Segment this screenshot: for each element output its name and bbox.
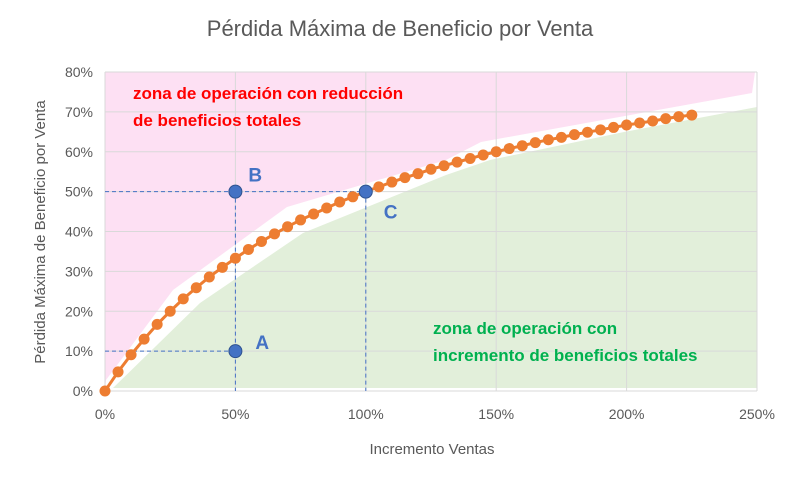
series-marker (99, 385, 111, 397)
point-label-c: C (384, 203, 398, 224)
series-marker (138, 333, 150, 345)
x-tick-label: 100% (348, 406, 384, 422)
x-tick-label: 250% (739, 406, 775, 422)
series-marker (177, 293, 189, 305)
y-tick-label: 0% (73, 383, 93, 399)
chart-title: Pérdida Máxima de Beneficio por Venta (207, 16, 594, 41)
series-marker (190, 282, 202, 294)
series-marker (451, 156, 463, 168)
x-tick-label: 0% (95, 406, 115, 422)
series-marker (216, 261, 228, 273)
series-marker (647, 115, 659, 127)
series-marker (529, 137, 541, 149)
series-marker (412, 168, 424, 180)
y-tick-label: 20% (65, 303, 93, 319)
zone-loss-label-line2: de beneficios totales (133, 111, 301, 130)
series-marker (595, 124, 607, 136)
series-marker (125, 349, 137, 361)
y-tick-label: 80% (65, 64, 93, 80)
series-marker (568, 129, 580, 141)
series-marker (399, 172, 411, 184)
y-tick-label: 10% (65, 343, 93, 359)
series-marker (255, 235, 267, 247)
series-marker (673, 111, 685, 123)
series-marker (438, 160, 450, 172)
series-marker (282, 221, 294, 233)
series-marker (269, 228, 281, 240)
x-tick-label: 200% (609, 406, 645, 422)
y-axis-label: Pérdida Máxima de Beneficio por Venta (32, 100, 49, 364)
zone-loss-label-line1: zona de operación con reducción (133, 84, 403, 103)
series-marker (321, 202, 333, 214)
zone-gain-label-line1: zona de operación con (433, 319, 617, 338)
series-marker (581, 126, 593, 138)
series-marker (308, 208, 320, 220)
y-tick-label: 70% (65, 104, 93, 120)
y-tick-label: 40% (65, 224, 93, 240)
series-marker (295, 214, 307, 226)
series-marker (542, 134, 554, 146)
series-marker (242, 243, 254, 255)
series-marker (608, 121, 620, 133)
x-tick-label: 50% (221, 406, 249, 422)
x-tick-label: 150% (478, 406, 514, 422)
y-tick-label: 60% (65, 144, 93, 160)
series-marker (464, 153, 476, 165)
series-marker (151, 318, 163, 330)
series-marker (660, 113, 672, 125)
series-marker (229, 252, 241, 264)
series-marker (555, 131, 567, 143)
y-tick-label: 30% (65, 263, 93, 279)
series-marker (516, 140, 528, 152)
point-a (228, 344, 243, 359)
series-line (103, 113, 692, 392)
x-axis-label: Incremento Ventas (369, 441, 494, 458)
series-marker (386, 176, 398, 188)
point-label-a: A (255, 333, 269, 354)
series-marker (621, 119, 633, 131)
series-marker (112, 366, 124, 378)
series-marker (347, 191, 359, 203)
series-marker (334, 196, 346, 208)
y-tick-label: 50% (65, 184, 93, 200)
series-marker (490, 146, 502, 158)
series-marker (634, 117, 646, 129)
zone-gain-area (113, 107, 757, 388)
series-marker (686, 109, 698, 121)
point-c (358, 184, 373, 199)
series-marker (164, 305, 176, 317)
point-b (228, 184, 243, 199)
series-marker (425, 163, 437, 175)
series-marker (373, 181, 385, 193)
zone-gain-label-line2: incremento de beneficios totales (433, 346, 698, 365)
series-marker (203, 271, 215, 283)
series-marker (477, 149, 489, 161)
series-marker (503, 143, 515, 155)
point-label-b: B (248, 166, 262, 187)
